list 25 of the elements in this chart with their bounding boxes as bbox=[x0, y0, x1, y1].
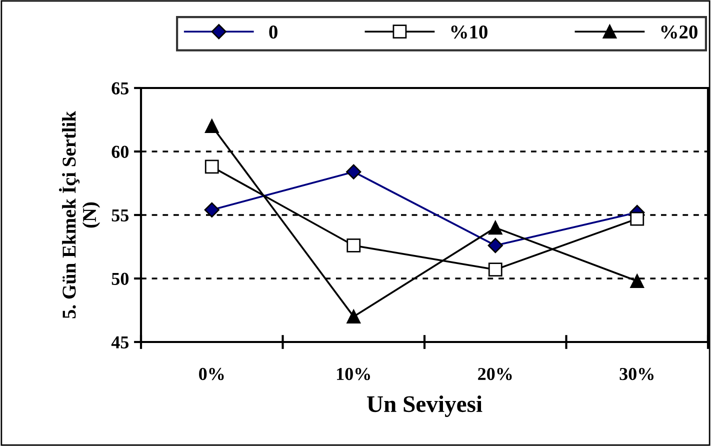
y-tick-label: 60 bbox=[112, 146, 129, 158]
legend-label: %20 bbox=[661, 25, 698, 39]
y-tick-label: 45 bbox=[111, 336, 129, 348]
point bbox=[488, 238, 503, 254]
x-axis-title: Un Seviyesi bbox=[367, 395, 482, 417]
point bbox=[346, 310, 361, 324]
point bbox=[204, 160, 219, 174]
point bbox=[488, 262, 502, 277]
legend-label: %10 bbox=[451, 25, 488, 39]
point bbox=[630, 274, 644, 288]
x-tick-label: 30% bbox=[620, 368, 654, 380]
point bbox=[204, 119, 219, 134]
x-tick-label: 20% bbox=[478, 368, 512, 380]
y-tick-label: 50 bbox=[112, 272, 129, 285]
point bbox=[488, 220, 502, 235]
x-tick-label: 0% bbox=[199, 368, 224, 380]
x-tick-label: 10% bbox=[337, 368, 370, 380]
point bbox=[204, 202, 220, 218]
y-tick-label: 55 bbox=[112, 209, 129, 222]
point bbox=[346, 238, 361, 252]
legend-label: 0 bbox=[269, 25, 278, 39]
point bbox=[630, 212, 644, 226]
y-axis-title: 5. Gün Ekmek İçi Sertlik (N) bbox=[58, 111, 100, 318]
point bbox=[346, 164, 362, 180]
y-tick-label: 65 bbox=[112, 82, 129, 94]
